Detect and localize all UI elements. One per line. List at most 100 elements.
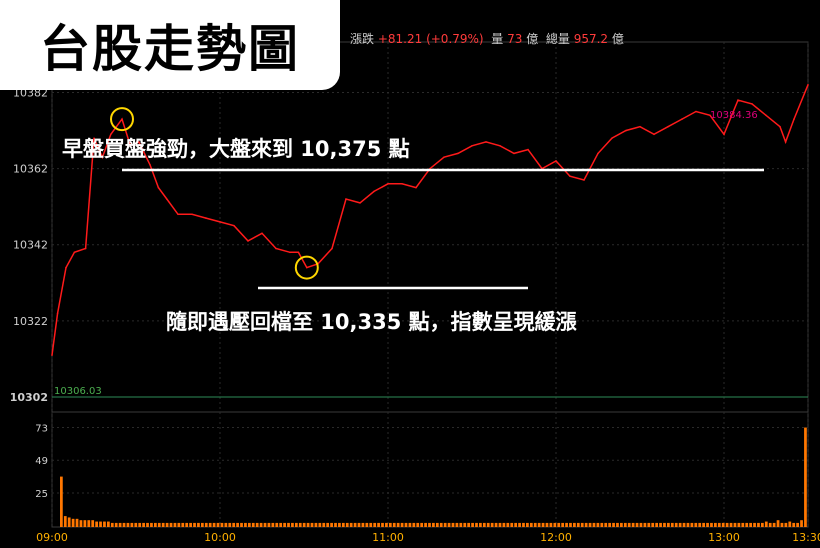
volume-bar	[463, 522, 467, 527]
title-banner: 台股走勢圖	[0, 0, 340, 90]
low-marker	[294, 255, 319, 280]
volume-bar	[553, 522, 557, 527]
volume-bar	[142, 522, 145, 527]
volume-bar	[255, 522, 259, 527]
volume-bar	[514, 522, 518, 527]
volume-bar	[576, 522, 580, 527]
volume-bar	[134, 522, 138, 527]
price-point	[373, 190, 375, 193]
volume-bar	[369, 522, 373, 527]
x-tick-label: 09:00	[36, 531, 68, 544]
price-point	[306, 266, 308, 269]
volume-bar	[518, 522, 521, 527]
volume-bar	[251, 522, 255, 527]
volume-bar	[247, 522, 251, 527]
volume-bar	[302, 522, 306, 527]
volume-bar	[788, 521, 792, 527]
volume-bar	[439, 522, 443, 527]
volume-bar	[298, 522, 302, 527]
volume-bar	[279, 522, 283, 527]
x-tick-label: 10:00	[204, 531, 236, 544]
volume-bar	[428, 522, 431, 527]
volume-bar	[181, 522, 185, 527]
price-point	[84, 247, 87, 250]
volume-bar	[670, 522, 674, 527]
y-tick-label: 10322	[13, 315, 48, 328]
volume-bar	[604, 522, 608, 527]
volume-bar	[291, 522, 294, 527]
volume-bar	[757, 522, 760, 527]
volume-bar	[185, 522, 189, 527]
volume-bar	[459, 522, 463, 527]
change-label: 漲跌	[350, 32, 375, 46]
volume-bar	[435, 522, 439, 527]
volume-bar	[522, 522, 525, 527]
price-point	[205, 217, 207, 219]
volume-bar	[541, 522, 545, 527]
volume-bar	[373, 522, 377, 527]
volume-bar	[306, 522, 310, 527]
volume-bar	[91, 520, 95, 527]
price-point	[499, 144, 501, 147]
price-point	[555, 160, 557, 162]
volume-bar	[753, 522, 756, 527]
volume-unit: 億	[526, 32, 539, 46]
volume-bar	[596, 522, 600, 527]
price-point	[667, 125, 669, 128]
volume-bar	[549, 522, 553, 527]
volume-bar	[357, 522, 361, 527]
volume-bar	[717, 522, 721, 527]
price-point	[65, 266, 67, 269]
volume-bar	[631, 522, 635, 527]
volume-bar	[663, 522, 666, 527]
volume-bar	[106, 521, 110, 527]
price-point	[331, 247, 333, 250]
volume-bar	[745, 522, 749, 527]
price-point	[191, 213, 193, 216]
volume-bar	[561, 522, 565, 527]
volume-bar	[733, 522, 737, 527]
volume-bar	[83, 520, 87, 527]
price-point	[345, 198, 347, 200]
volume-bar	[533, 522, 537, 527]
volume-bar	[800, 520, 803, 527]
price-point	[709, 114, 711, 117]
high-label: 10384.36	[710, 110, 758, 121]
volume-bar	[240, 522, 243, 527]
y-tick-label: 10302	[10, 391, 48, 404]
price-point	[261, 232, 263, 235]
volume-bar	[471, 522, 474, 527]
volume-bar	[698, 522, 702, 527]
volume-bar	[784, 522, 788, 527]
volume-bar	[655, 522, 659, 527]
price-point	[157, 186, 160, 189]
volume-bar	[432, 522, 435, 527]
price-point	[166, 198, 168, 200]
price-point	[597, 152, 599, 155]
volume-bar	[721, 522, 725, 527]
volume-label: 量	[491, 32, 504, 46]
x-tick-label: 13:00	[708, 531, 740, 544]
x-tick-label: 12:00	[540, 531, 572, 544]
volume-bar	[392, 522, 396, 527]
volume-bar	[130, 522, 134, 527]
volume-bar	[627, 522, 631, 527]
volume-bar	[216, 522, 220, 527]
price-point	[695, 110, 697, 113]
volume-bar	[580, 522, 584, 527]
volume-bar	[678, 522, 682, 527]
page-title: 台股走勢圖	[40, 20, 300, 78]
volume-bar	[173, 522, 177, 527]
volume-bar	[498, 522, 502, 527]
price-point	[359, 202, 361, 204]
volume-bar	[244, 522, 247, 527]
volume-bar	[659, 522, 662, 527]
volume-bar	[118, 522, 122, 527]
volume-bar	[486, 522, 490, 527]
volume-bar	[365, 522, 369, 527]
price-point	[129, 144, 132, 147]
volume-bar	[569, 522, 572, 527]
volume-bar	[330, 522, 333, 527]
volume-bar	[761, 522, 764, 527]
volume-bar	[620, 522, 623, 527]
